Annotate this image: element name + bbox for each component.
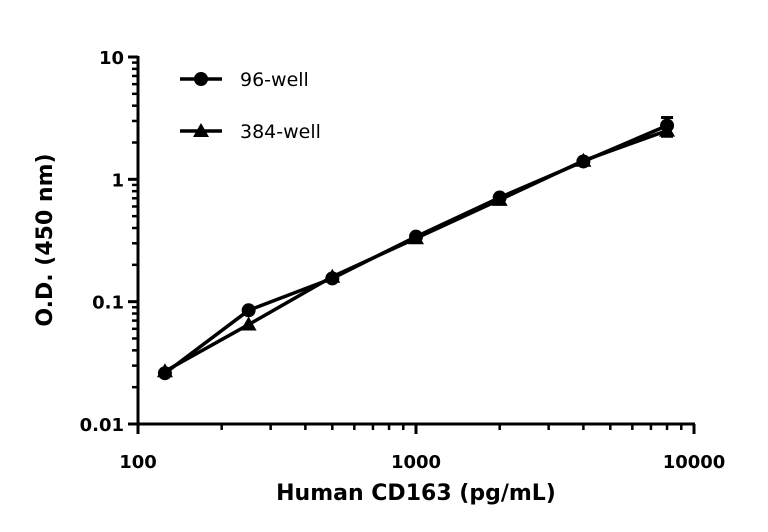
legend-label: 384-well [240,121,321,143]
y-tick-label: 0.01 [80,415,124,436]
data-point-triangle [575,152,592,167]
data-point-triangle [659,122,676,137]
data-point-triangle [408,230,424,245]
x-axis-title: Human CD163 (pg/mL) [276,481,556,506]
data-point-triangle [156,363,173,378]
y-tick-label: 10 [99,48,124,69]
legend-label: 96-well [240,69,309,91]
y-axis-title: O.D. (450 nm) [33,153,58,326]
x-tick-label: 10000 [663,452,726,473]
data-point-triangle [324,268,341,283]
y-tick-label: 0.1 [92,293,124,314]
data-point-triangle [240,316,257,331]
y-tick-label: 1 [111,170,124,191]
legend-triangle-icon [193,123,209,137]
legend-circle-icon [194,72,208,86]
data-point-triangle [491,191,508,206]
x-tick-label: 100 [119,452,157,473]
fit-curve-384 [164,129,668,373]
fit-curve-96 [163,123,668,375]
x-tick-label: 1000 [391,452,441,473]
data-point-circle [241,303,256,318]
